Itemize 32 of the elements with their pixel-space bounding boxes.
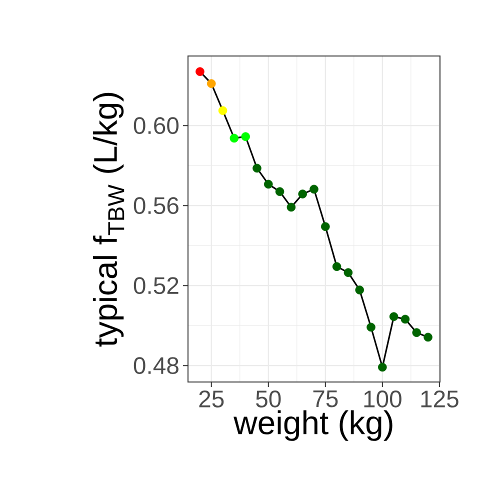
point	[196, 67, 204, 76]
y-axis-title: typical f$_{TBW}$ (L/kg)	[92, 92, 124, 347]
x-tick-label: 75	[313, 390, 338, 408]
point	[206, 79, 216, 88]
point	[310, 184, 318, 194]
point	[252, 164, 262, 173]
point	[366, 322, 376, 332]
x-tick-label: 100	[364, 390, 402, 408]
point	[230, 134, 239, 143]
point	[241, 132, 250, 141]
point	[412, 328, 422, 337]
x-tick-label: 50	[256, 390, 281, 408]
point	[378, 362, 387, 372]
y-tick-label: 0.48	[134, 357, 178, 374]
point	[298, 190, 307, 198]
point	[332, 262, 342, 271]
y-tick-label: 0.60	[134, 117, 179, 134]
point	[218, 106, 228, 115]
point	[321, 222, 330, 231]
point	[275, 187, 284, 196]
y-tick-label: 0.52	[134, 277, 178, 294]
point	[264, 180, 273, 189]
point	[424, 332, 432, 342]
point	[355, 286, 364, 294]
x-tick-label: 125	[421, 390, 458, 408]
point	[400, 314, 410, 324]
point	[344, 268, 353, 277]
x-axis-title: weight (kg)	[234, 410, 392, 441]
x-tick-label: 25	[199, 390, 224, 408]
point	[286, 202, 296, 212]
point	[389, 312, 398, 321]
y-tick-label: 0.56	[134, 197, 178, 214]
